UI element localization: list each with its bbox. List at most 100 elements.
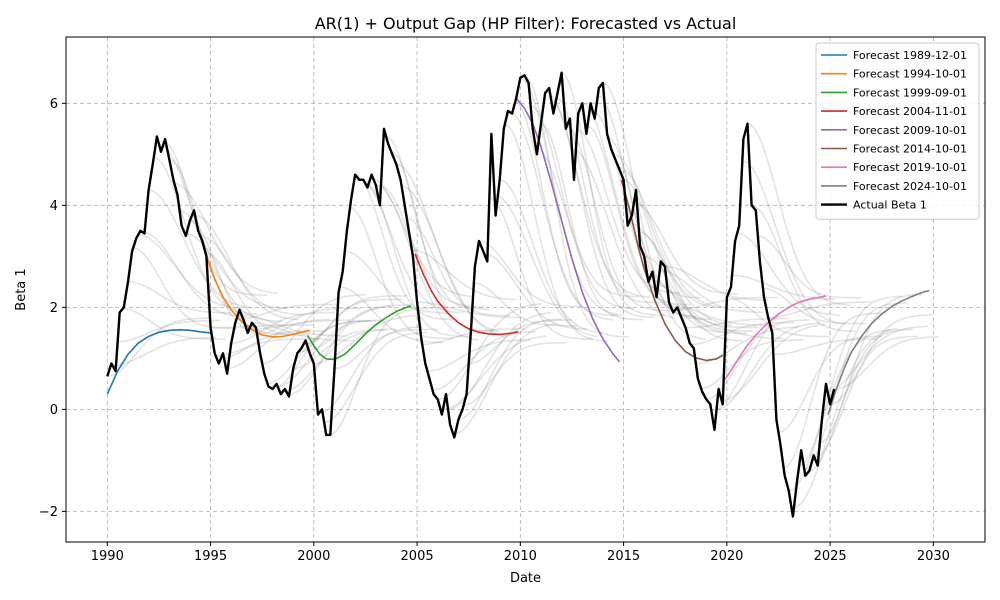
x-tick-label: 2030 [917,549,950,564]
forecast-ensemble-line [778,335,882,434]
y-tick-label: 0 [50,403,58,418]
forecast-ensemble-line [814,335,918,459]
forecast-ensemble-line [494,194,598,338]
forecast-ensemble-line [742,159,846,325]
forecast-ensemble-line [788,328,893,492]
x-tick-label: 2000 [297,549,330,564]
forecast-ensemble-line [422,328,526,346]
plot-frame [65,36,986,543]
forecast-ensemble-line [556,97,660,304]
legend-label: Forecast 1994-10-01 [853,68,967,81]
forecast-ensemble-line [566,125,671,312]
forecast-ensemble-line [308,304,412,351]
forecast-ensemble-line [401,185,505,338]
forecast-ensemble-line [659,269,763,314]
forecast-ensemble-line [432,330,536,391]
forecast-ensemble-line [545,91,650,298]
forecast-ensemble-line [189,219,294,336]
legend: Forecast 1989-12-01 Forecast 1994-10-01 Fo… [815,42,980,220]
forecast-ensemble-line [804,302,908,471]
forecast-ensemble-line [169,158,273,338]
forecast-ensemble-line [132,247,237,330]
forecast-ensemble-line [509,111,614,321]
forecast-ensemble-line [241,314,345,337]
series-layer [106,71,930,518]
forecast-ensemble-line [571,148,676,319]
forecast-series-line [306,305,412,361]
forecast-ensemble-line [375,184,480,341]
legend-box [815,42,980,220]
forecast-ensemble-line [303,295,407,346]
x-axis-label: Date [510,571,541,586]
forecast-ensemble-line [323,331,428,423]
forecast-ensemble-line [793,327,898,509]
forecast-ensemble-line [313,314,418,365]
forecast-ensemble-line [293,328,397,370]
forecast-ensemble-line [427,339,531,372]
forecast-ensemble-line [535,147,640,298]
forecast-ensemble-line [824,325,929,394]
forecast-ensemble-line [582,102,686,310]
forecast-ensemble-line [370,177,474,298]
forecast-ensemble-line [762,287,867,325]
forecast-ensemble-line [499,179,603,334]
forecast-ensemble-line [256,307,361,335]
forecast-ensemble-line [670,304,774,327]
forecast-series-line [827,289,930,415]
forecast-ensemble-line [122,307,227,340]
forecast-ensemble-line [174,182,278,295]
forecast-ensemble-line [504,123,609,342]
forecast-ensemble-line [380,185,485,308]
forecast-ensemble-line [489,196,593,340]
forecast-ensemble-line [231,311,335,344]
forecast-series-line [414,253,519,336]
x-tick-label: 2010 [504,549,537,564]
forecast-ensemble-line [613,153,717,309]
y-tick-label: 4 [50,199,58,214]
forecast-ensemble-line [633,202,738,295]
forecast-ensemble-line [107,317,211,377]
forecast-ensemble-line [525,76,629,338]
forecast-ensemble-line [829,314,934,406]
forecast-ensemble-line [809,328,913,472]
forecast-ensemble-line [251,321,356,342]
forecast-ensemble-line [210,324,314,329]
forecast-ensemble-line [628,222,733,326]
forecast-ensemble-line [597,94,702,299]
forecast-ensemble-line [200,235,304,316]
forecast-ensemble-line [127,281,232,314]
forecast-ensemble-line [143,232,247,318]
forecast-ensemble-line [215,338,319,357]
forecast-ensemble-line [618,166,722,308]
x-tick-label: 1995 [194,549,227,564]
forecast-series-line [620,179,724,362]
forecast-ensemble-line [246,319,351,331]
x-tick-label: 2005 [401,549,434,564]
forecast-ensemble-line [587,125,691,306]
forecast-ensemble-line [417,301,521,319]
forecast-ensemble-line [453,323,557,435]
forecast-ensemble-line [163,141,268,296]
forecast-ensemble-line [514,101,619,317]
forecast-ensemble-line [442,335,547,411]
forecast-ensemble-line [768,301,872,319]
forecast-ensemble-line [298,298,402,353]
forecast-ensemble-line [737,232,841,316]
forecast-ensemble-line [267,320,371,384]
forecast-ensemble-line [148,189,252,309]
x-tick-label: 2020 [710,549,743,564]
forecast-ensemble-line [354,173,459,321]
forecast-ensemble-line [287,305,392,396]
legend-label: Forecast 2009-10-01 [853,124,967,137]
y-tick-label: 2 [50,301,58,316]
chart-title: AR(1) + Output Gap (HP Filter): Forecast… [315,14,737,33]
forecast-ensemble-line [138,233,242,310]
forecast-ensemble-line [654,283,758,329]
legend-label: Forecast 1999-09-01 [853,86,967,99]
forecast-ensemble-line [602,82,707,341]
forecast-ensemble-line [117,319,221,343]
forecast-series-line [724,295,827,381]
forecast-ensemble-line [685,317,789,329]
